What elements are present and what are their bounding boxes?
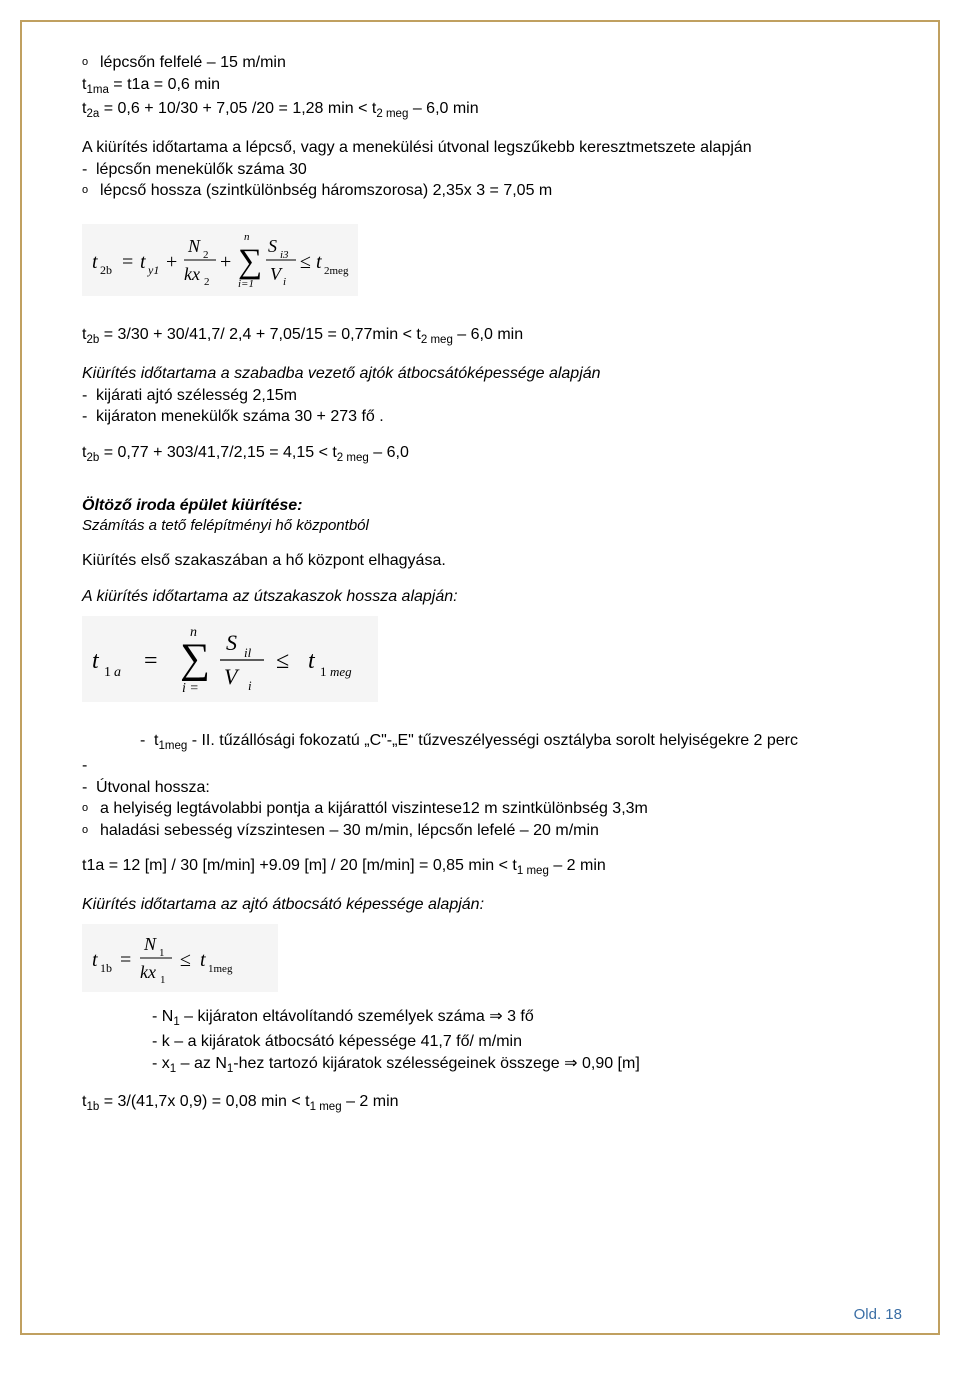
svg-text:i: i <box>248 678 252 693</box>
page-number: Old. 18 <box>854 1306 902 1323</box>
text-line: Kiürítés időtartama a szabadba vezető aj… <box>82 363 878 385</box>
definition-list: - N1 – kijáraton eltávolítandó személyek… <box>82 1006 878 1077</box>
svg-text:t: t <box>92 949 98 971</box>
svg-text:N: N <box>187 236 201 256</box>
formula-t1a: t 1 a = ∑ n i = S il V i ≤ t 1 meg <box>82 616 378 702</box>
svg-text:t: t <box>316 251 322 273</box>
text-line: t2b = 0,77 + 303/41,7/2,15 = 4,15 < t2 m… <box>82 442 878 467</box>
svg-text:S: S <box>226 630 237 655</box>
text-line: t1b = 3/(41,7x 0,9) = 0,08 min < t1 meg … <box>82 1091 878 1116</box>
svg-text:t: t <box>92 251 98 273</box>
svg-text:=: = <box>122 251 133 273</box>
svg-text:t: t <box>200 949 206 971</box>
svg-text:1: 1 <box>159 947 165 959</box>
svg-text:1b: 1b <box>100 961 112 975</box>
svg-text:meg: meg <box>330 664 352 679</box>
svg-text:V: V <box>224 664 240 689</box>
svg-text:=: = <box>144 648 158 674</box>
svg-text:n: n <box>244 231 250 243</box>
svg-text:1: 1 <box>320 664 327 679</box>
text-line: Számítás a tető felépítményi hő központb… <box>82 516 878 536</box>
svg-text:t: t <box>140 251 146 273</box>
svg-text:S: S <box>268 236 277 256</box>
svg-text:i=1: i=1 <box>238 278 254 290</box>
document-content: olépcsőn felfelé – 15 m/min t1ma = t1a =… <box>82 52 878 1116</box>
text-line: Kiürítés időtartama az ajtó átbocsátó ké… <box>82 894 878 916</box>
svg-text:2b: 2b <box>100 263 112 277</box>
text-line: - x1 – az N1-hez tartozó kijáratok széle… <box>152 1053 878 1078</box>
text-line: t1a = 12 [m] / 30 [m/min] +9.09 [m] / 20… <box>82 855 878 880</box>
svg-text:y1: y1 <box>147 263 159 277</box>
svg-text:∑: ∑ <box>238 243 262 280</box>
text-line: - k – a kijáratok átbocsátó képessége 41… <box>152 1031 878 1053</box>
svg-text:1: 1 <box>104 665 111 680</box>
bullet-line: ohaladási sebesség vízszintesen – 30 m/m… <box>82 820 878 842</box>
svg-text:kx: kx <box>140 962 156 982</box>
svg-text:1: 1 <box>160 974 166 986</box>
svg-text:2meg: 2meg <box>324 265 349 277</box>
svg-text:il: il <box>244 645 252 660</box>
svg-text:≤: ≤ <box>300 251 311 273</box>
svg-text:t: t <box>308 648 316 674</box>
svg-text:kx: kx <box>184 264 200 284</box>
text-line: t2a = 0,6 + 10/30 + 7,05 /20 = 1,28 min … <box>82 98 878 123</box>
svg-text:a: a <box>114 665 121 680</box>
svg-text:V: V <box>270 264 283 284</box>
svg-text:≤: ≤ <box>276 648 289 674</box>
text-line: A kiürítés időtartama a lépcső, vagy a m… <box>82 137 878 159</box>
text-line: - N1 – kijáraton eltávolítandó személyek… <box>152 1006 878 1031</box>
svg-text:i =: i = <box>182 681 199 696</box>
formula-t2b: t 2b = t y1 + N 2 kx 2 + ∑ n i=1 S i3 V … <box>82 224 358 296</box>
bullet-line: -kijáraton menekülők száma 30 + 273 fő . <box>82 406 878 428</box>
svg-text:≤: ≤ <box>180 949 191 971</box>
bullet-line: oa helyiség legtávolabbi pontja a kijára… <box>82 798 878 820</box>
document-page: olépcsőn felfelé – 15 m/min t1ma = t1a =… <box>20 20 940 1335</box>
svg-text:+: + <box>220 251 231 273</box>
text-line: olépcsőn felfelé – 15 m/min <box>82 52 878 74</box>
bullet-line: olépcső hossza (szintkülönbség háromszor… <box>82 180 878 202</box>
bullet-line: - <box>82 755 878 777</box>
bullet-line: -Útvonal hossza: <box>82 777 878 799</box>
svg-text:1meg: 1meg <box>208 963 233 975</box>
text-line: t1ma = t1a = 0,6 min <box>82 74 878 99</box>
text-line: t2b = 3/30 + 30/41,7/ 2,4 + 7,05/15 = 0,… <box>82 324 878 349</box>
text-line: A kiürítés időtartama az útszakaszok hos… <box>82 586 878 608</box>
svg-text:i: i <box>283 276 286 288</box>
svg-text:+: + <box>166 251 177 273</box>
svg-text:2: 2 <box>204 276 210 288</box>
svg-text:∑: ∑ <box>180 636 210 682</box>
bullet-line: -lépcsőn menekülők száma 30 <box>82 159 878 181</box>
text-line: Kiürítés első szakaszában a hő központ e… <box>82 550 878 572</box>
bullet-line: -kijárati ajtó szélesség 2,15m <box>82 385 878 407</box>
svg-text:n: n <box>190 625 197 640</box>
svg-text:2: 2 <box>203 249 209 261</box>
heading: Öltöző iroda épület kiürítése: <box>82 495 878 517</box>
svg-text:i3: i3 <box>280 249 289 261</box>
bullet-line: -t1meg - II. tűzállósági fokozatú „C"-„E… <box>140 730 878 755</box>
svg-text:t: t <box>92 648 100 674</box>
formula-t1b: t 1b = N 1 kx 1 ≤ t 1meg <box>82 924 278 992</box>
svg-text:=: = <box>120 949 131 971</box>
svg-text:N: N <box>143 934 157 954</box>
